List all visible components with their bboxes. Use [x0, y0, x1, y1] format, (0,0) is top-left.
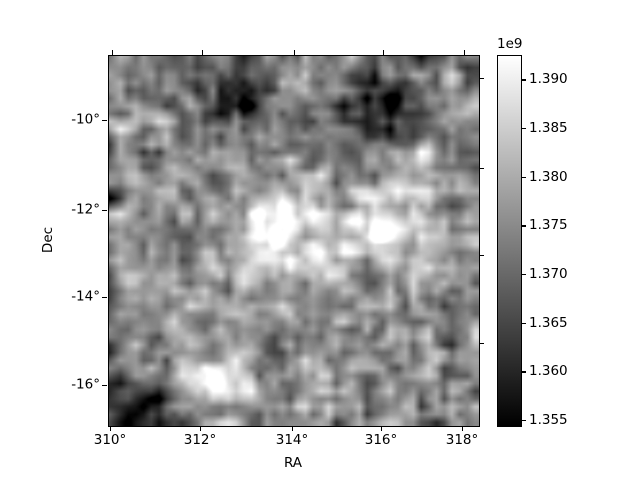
- colorbar-tick-2: [521, 176, 526, 178]
- sky-map-axes[interactable]: [108, 55, 480, 427]
- x-tick-top-1: [202, 50, 204, 55]
- y-tick-label-0: -10°: [71, 111, 100, 128]
- x-tick-label-2: 314°: [275, 432, 309, 448]
- y-axis-title: Dec: [40, 226, 56, 254]
- colorbar-tick-7: [521, 420, 526, 422]
- x-tick-label-4: 318°: [445, 432, 479, 448]
- colorbar-tick-label-1: 1.385: [529, 120, 568, 137]
- y-tick-right-3: [479, 343, 484, 345]
- x-tick-1: [200, 426, 202, 431]
- x-tick-2: [292, 426, 294, 431]
- x-tick-top-4: [464, 50, 466, 55]
- x-tick-top-0: [112, 50, 114, 55]
- x-tick-4: [462, 426, 464, 431]
- x-tick-label-3: 316°: [364, 432, 398, 448]
- y-tick-2: [102, 297, 107, 299]
- colorbar-tick-5: [521, 322, 526, 324]
- colorbar-tick-label-5: 1.365: [529, 314, 568, 331]
- colorbar[interactable]: [497, 55, 522, 427]
- colorbar-tick-3: [521, 225, 526, 227]
- colorbar-tick-0: [521, 79, 526, 81]
- y-tick-right-0: [479, 78, 484, 80]
- colorbar-tick-label-4: 1.370: [529, 266, 568, 283]
- y-tick-3: [102, 385, 107, 387]
- colorbar-tick-label-2: 1.380: [529, 168, 568, 185]
- y-tick-right-2: [479, 255, 484, 257]
- x-tick-top-3: [383, 50, 385, 55]
- y-tick-label-1: -12°: [71, 201, 100, 218]
- colorbar-offset-text: 1e9: [497, 36, 523, 52]
- colorbar-tick-4: [521, 274, 526, 276]
- y-tick-1: [102, 210, 107, 212]
- colorbar-tick-label-6: 1.360: [529, 363, 568, 380]
- x-tick-label-1: 312°: [183, 432, 217, 448]
- colorbar-tick-6: [521, 371, 526, 373]
- colorbar-tick-1: [521, 128, 526, 130]
- x-tick-top-2: [294, 50, 296, 55]
- x-axis-title: RA: [283, 455, 303, 471]
- y-tick-right-1: [479, 168, 484, 170]
- colorbar-tick-label-3: 1.375: [529, 217, 568, 234]
- x-tick-0: [110, 426, 112, 431]
- colorbar-tick-label-7: 1.355: [529, 412, 568, 429]
- x-tick-3: [381, 426, 383, 431]
- heatmap-image: [109, 56, 479, 426]
- y-tick-0: [102, 120, 107, 122]
- y-tick-label-2: -14°: [71, 288, 100, 305]
- x-tick-label-0: 310°: [93, 432, 127, 448]
- colorbar-tick-label-0: 1.390: [529, 71, 568, 88]
- y-tick-label-3: -16°: [71, 376, 100, 393]
